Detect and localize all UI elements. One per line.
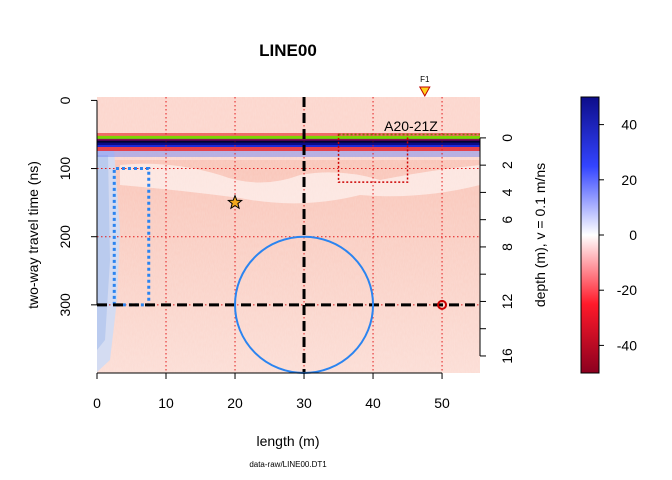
surface-reflection-under [97, 151, 480, 157]
surface-upper-band [97, 133, 480, 137]
y-tick-label: 100 [57, 157, 73, 181]
x-tick-label: 20 [227, 395, 243, 411]
x-tick-label: 40 [365, 395, 381, 411]
surface-reflection-dark [97, 140, 480, 145]
left-edge-signal-core [97, 155, 110, 350]
depth-axis-label: depth (m), v = 0.1 m/ns [532, 163, 548, 307]
footer-filename: data-raw/LINE00.DT1 [249, 460, 327, 469]
y-tick-label: 300 [57, 293, 73, 317]
colorbar-tick-label: 0 [629, 227, 637, 243]
annotation-label: A20-21Z [384, 118, 438, 134]
x-axis-label: length (m) [256, 433, 319, 449]
x-tick-label: 30 [296, 395, 312, 411]
surface-reflection-red [97, 147, 480, 151]
x-tick-label: 0 [93, 395, 101, 411]
depth-axis: 0 2 4 6 8 12 16 [479, 134, 515, 364]
depth-tick-label: 0 [499, 134, 515, 142]
x-tick-label: 10 [158, 395, 174, 411]
x-axis: 0 10 20 30 40 50 [93, 372, 450, 411]
depth-tick-label: 4 [499, 188, 515, 196]
annotation-overlays: A20-21Z F1 [97, 75, 480, 374]
depth-tick-label: 16 [499, 348, 515, 364]
depth-tick-label: 8 [499, 243, 515, 251]
x-tick-label: 50 [434, 395, 450, 411]
y-axis: 0 100 200 300 [57, 96, 98, 317]
colorbar-tick-label: 20 [621, 172, 637, 188]
red-dashed-box [337, 133, 409, 183]
radargram-plot [97, 97, 480, 373]
y-axis-label: two-way travel time (ns) [25, 161, 41, 309]
depth-tick-label: 6 [499, 216, 515, 224]
f1-marker-icon [418, 86, 431, 98]
f1-marker-label: F1 [420, 75, 430, 84]
colorbar-gradient [580, 96, 600, 374]
point-marker [437, 299, 448, 310]
y-tick-label: 200 [57, 225, 73, 249]
colorbar-tick-label: -40 [617, 337, 637, 353]
y-tick-label: 0 [57, 96, 73, 104]
colorbar: 40 20 0 -20 -40 [580, 96, 637, 374]
depth-tick-label: 2 [499, 161, 515, 169]
depth-tick-label: 12 [499, 293, 515, 309]
shallow-bright-zone [120, 163, 480, 204]
chart-title: LINE00 [259, 41, 317, 60]
colorbar-tick-label: 40 [621, 117, 637, 133]
star-marker [227, 194, 244, 210]
colorbar-tick-label: -20 [617, 282, 637, 298]
